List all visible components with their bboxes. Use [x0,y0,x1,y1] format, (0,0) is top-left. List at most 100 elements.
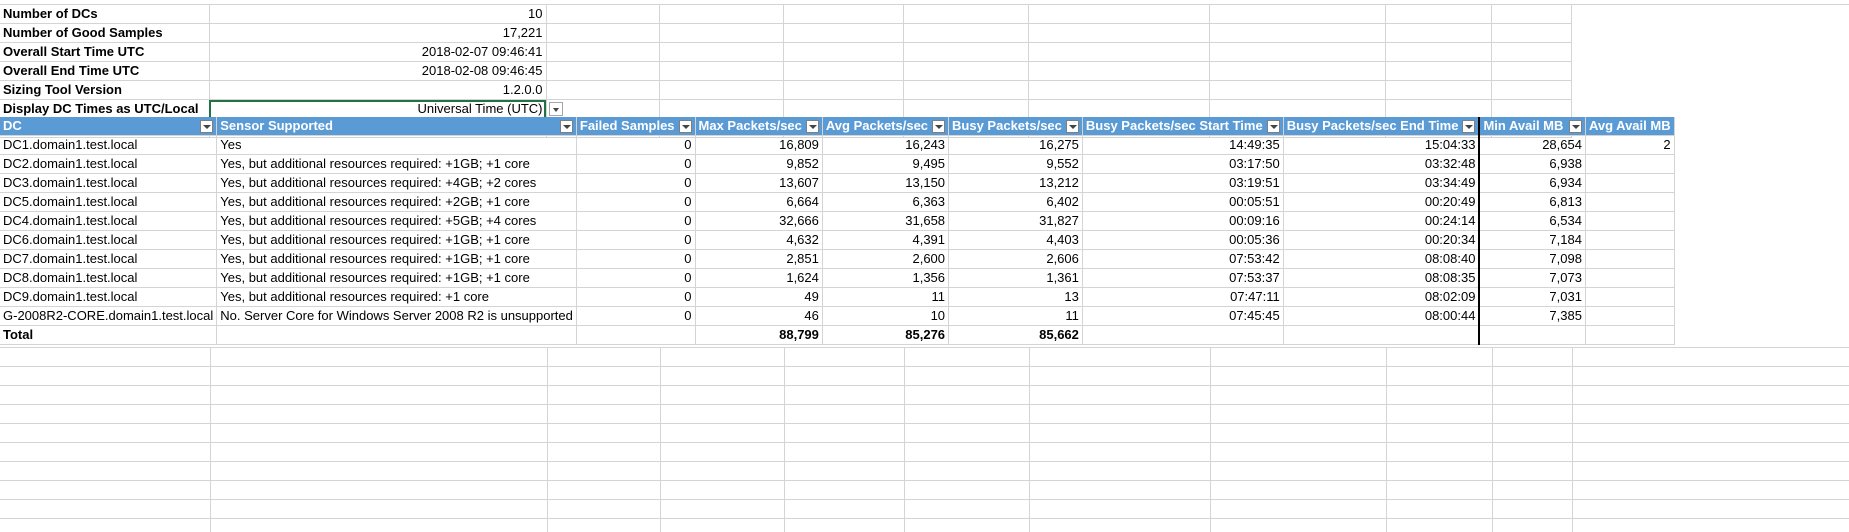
table-cell[interactable]: No. Server Core for Windows Server 2008 … [216,306,577,326]
empty-cell[interactable] [1209,99,1386,119]
table-cell[interactable]: 32,666 [695,211,823,231]
table-cell[interactable]: DC4.domain1.test.local [0,211,218,231]
table-cell[interactable]: DC6.domain1.test.local [0,230,218,250]
table-cell[interactable]: 14:49:35 [1082,135,1284,155]
table-cell[interactable]: 13,150 [822,173,950,193]
table-cell[interactable]: 6,813 [1478,192,1586,212]
table-cell[interactable]: 46 [695,306,823,326]
table-cell[interactable]: 08:08:40 [1283,249,1480,269]
table-cell[interactable]: 9,552 [948,154,1083,174]
table-cell[interactable] [1478,325,1586,345]
table-cell[interactable]: 2 [1585,135,1675,155]
table-cell[interactable]: 0 [576,173,696,193]
table-cell[interactable]: 2,600 [822,249,950,269]
column-header[interactable]: Busy Packets/sec End Time [1283,117,1480,136]
table-cell[interactable]: 08:00:44 [1283,306,1480,326]
empty-cell[interactable] [1491,42,1572,62]
empty-cell[interactable] [1028,42,1210,62]
empty-cell[interactable] [1491,5,1572,24]
summary-label[interactable]: Display DC Times as UTC/Local [0,99,210,119]
table-cell[interactable]: Yes [216,135,577,155]
table-cell[interactable]: 0 [576,135,696,155]
table-cell[interactable]: Yes, but additional resources required: … [216,230,577,250]
column-header[interactable]: Sensor Supported [216,117,577,136]
table-cell[interactable] [1585,325,1675,345]
empty-cell[interactable] [1209,80,1386,100]
table-cell[interactable] [576,325,696,345]
table-cell[interactable]: 10 [822,306,950,326]
table-cell[interactable]: DC7.domain1.test.local [0,249,218,269]
empty-cell[interactable] [546,23,660,43]
table-cell[interactable]: 28,654 [1478,135,1586,155]
empty-cell[interactable] [903,80,1029,100]
empty-cell[interactable] [1385,23,1492,43]
empty-cell[interactable] [783,23,904,43]
empty-cell[interactable] [1209,61,1386,81]
empty-cell[interactable] [1491,99,1572,119]
filter-dropdown-icon[interactable] [1065,119,1079,133]
table-cell[interactable] [216,325,577,345]
empty-cell[interactable] [1209,5,1386,24]
table-cell[interactable]: 11 [822,287,950,307]
table-cell[interactable]: 00:20:49 [1283,192,1480,212]
empty-cell[interactable] [546,61,660,81]
summary-value[interactable]: 1.2.0.0 [209,80,547,100]
filter-dropdown-icon[interactable] [559,119,573,133]
empty-cell[interactable] [659,5,784,24]
column-header[interactable]: Avg Packets/sec [822,117,950,136]
table-cell[interactable]: 9,852 [695,154,823,174]
table-cell[interactable] [1585,192,1675,212]
table-cell[interactable]: 1,624 [695,268,823,288]
empty-cell[interactable] [1385,5,1492,24]
table-cell[interactable]: 0 [576,249,696,269]
table-cell[interactable]: DC8.domain1.test.local [0,268,218,288]
table-cell[interactable]: 08:02:09 [1283,287,1480,307]
table-cell[interactable]: 0 [576,230,696,250]
table-cell[interactable]: DC1.domain1.test.local [0,135,218,155]
table-cell[interactable]: 31,658 [822,211,950,231]
dropdown-arrow-icon[interactable] [548,102,563,116]
empty-cell[interactable] [546,42,660,62]
column-header[interactable]: Busy Packets/sec Start Time [1082,117,1284,136]
table-cell[interactable]: 00:24:14 [1283,211,1480,231]
table-cell[interactable]: 11 [948,306,1083,326]
summary-label[interactable]: Number of Good Samples [0,23,210,43]
table-cell[interactable]: 9,495 [822,154,950,174]
table-cell[interactable] [1585,287,1675,307]
table-cell[interactable]: 0 [576,154,696,174]
table-cell[interactable]: 07:45:45 [1082,306,1284,326]
table-cell[interactable]: 0 [576,306,696,326]
summary-value[interactable]: 17,221 [209,23,547,43]
filter-dropdown-icon[interactable] [1568,119,1582,133]
column-header[interactable]: Max Packets/sec [695,117,823,136]
table-cell[interactable]: 2,606 [948,249,1083,269]
filter-dropdown-icon[interactable] [678,119,692,133]
column-header[interactable]: DC [0,117,218,136]
table-cell[interactable]: 31,827 [948,211,1083,231]
empty-cell[interactable] [1028,61,1210,81]
table-cell[interactable]: 03:32:48 [1283,154,1480,174]
filter-dropdown-icon[interactable] [932,119,946,133]
table-cell[interactable]: 07:47:11 [1082,287,1284,307]
table-cell[interactable] [1283,325,1480,345]
table-cell[interactable]: 7,098 [1478,249,1586,269]
table-cell[interactable]: 7,184 [1478,230,1586,250]
table-cell[interactable]: 49 [695,287,823,307]
empty-cell[interactable] [783,42,904,62]
empty-cell[interactable] [783,99,904,119]
table-cell[interactable]: 13,607 [695,173,823,193]
table-cell[interactable]: 4,632 [695,230,823,250]
table-cell[interactable]: DC5.domain1.test.local [0,192,218,212]
summary-value[interactable]: 2018-02-08 09:46:45 [209,61,547,81]
empty-cell[interactable] [659,99,784,119]
table-cell[interactable]: 4,403 [948,230,1083,250]
empty-cell[interactable] [1028,99,1210,119]
filter-dropdown-icon[interactable] [1266,119,1280,133]
table-cell[interactable]: 08:08:35 [1283,268,1480,288]
filter-dropdown-icon[interactable] [805,119,819,133]
empty-cell[interactable] [659,61,784,81]
empty-cell[interactable] [659,80,784,100]
empty-cell[interactable] [783,80,904,100]
table-cell[interactable]: 15:04:33 [1283,135,1480,155]
empty-cell[interactable] [1385,80,1492,100]
